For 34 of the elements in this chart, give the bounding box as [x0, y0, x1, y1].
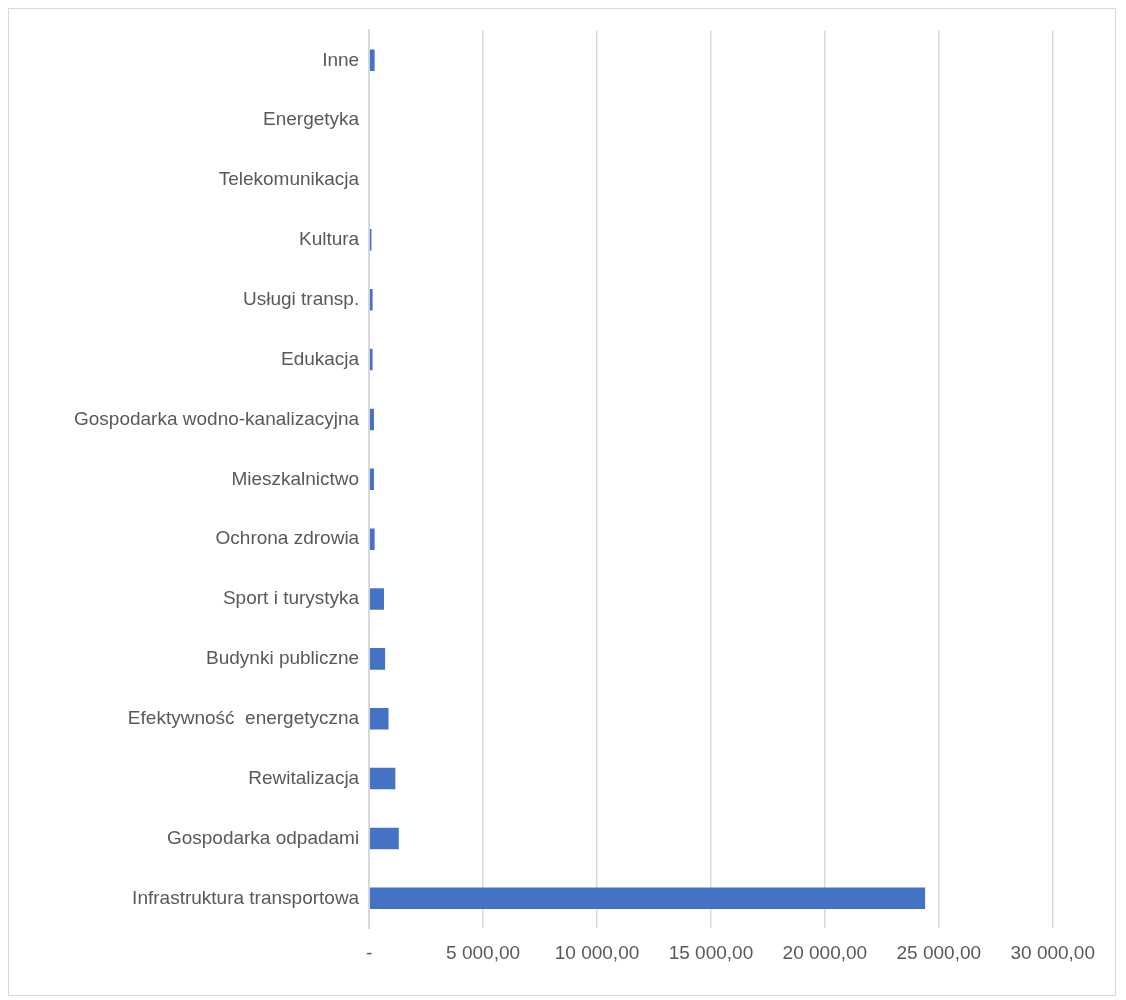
- y-tick-label: Rewitalizacja: [248, 766, 360, 788]
- x-tick-label: 10 000,00: [554, 941, 640, 963]
- y-tick-label: Ochrona zdrowia: [215, 527, 360, 549]
- bar: [369, 707, 389, 730]
- bar: [369, 588, 384, 610]
- y-tick-label: Telekomunikacja: [218, 168, 360, 190]
- y-tick-label: Sport i turystyka: [222, 587, 360, 609]
- bar: [369, 528, 375, 550]
- x-tick-label: 20 000,00: [782, 941, 868, 963]
- bar: [369, 348, 373, 371]
- bar: [369, 468, 374, 491]
- y-tick-label: Mieszkalnictwo: [231, 467, 360, 489]
- y-tick-label: Gospodarka odpadami: [166, 826, 360, 848]
- x-tick-label: -: [366, 941, 373, 963]
- y-tick-label: Gospodarka wodno-kanalizacyjna: [74, 407, 360, 429]
- bar: [369, 827, 399, 850]
- x-tick-label: 25 000,00: [896, 941, 982, 963]
- y-tick-label: Infrastruktura transportowa: [132, 886, 360, 908]
- x-tick-label: 15 000,00: [668, 941, 754, 963]
- bar: [369, 887, 926, 910]
- x-tick-label: 30 000,00: [1010, 941, 1095, 963]
- y-tick-label: Efektywność energetyczna: [127, 706, 360, 728]
- y-tick-label: Usługi transp.: [243, 287, 360, 309]
- x-tick-label: 5 000,00: [446, 941, 521, 963]
- y-tick-label: Kultura: [298, 228, 360, 250]
- y-tick-label: Energetyka: [263, 108, 360, 130]
- bar: [369, 49, 375, 72]
- bar: [369, 648, 386, 670]
- y-tick-label: Budynki publiczne: [206, 647, 360, 669]
- y-tick-label: Edukacja: [281, 347, 360, 369]
- bar: [369, 288, 373, 311]
- bar: [369, 408, 374, 431]
- y-tick-label: Inne: [322, 48, 360, 70]
- bar: [369, 767, 396, 790]
